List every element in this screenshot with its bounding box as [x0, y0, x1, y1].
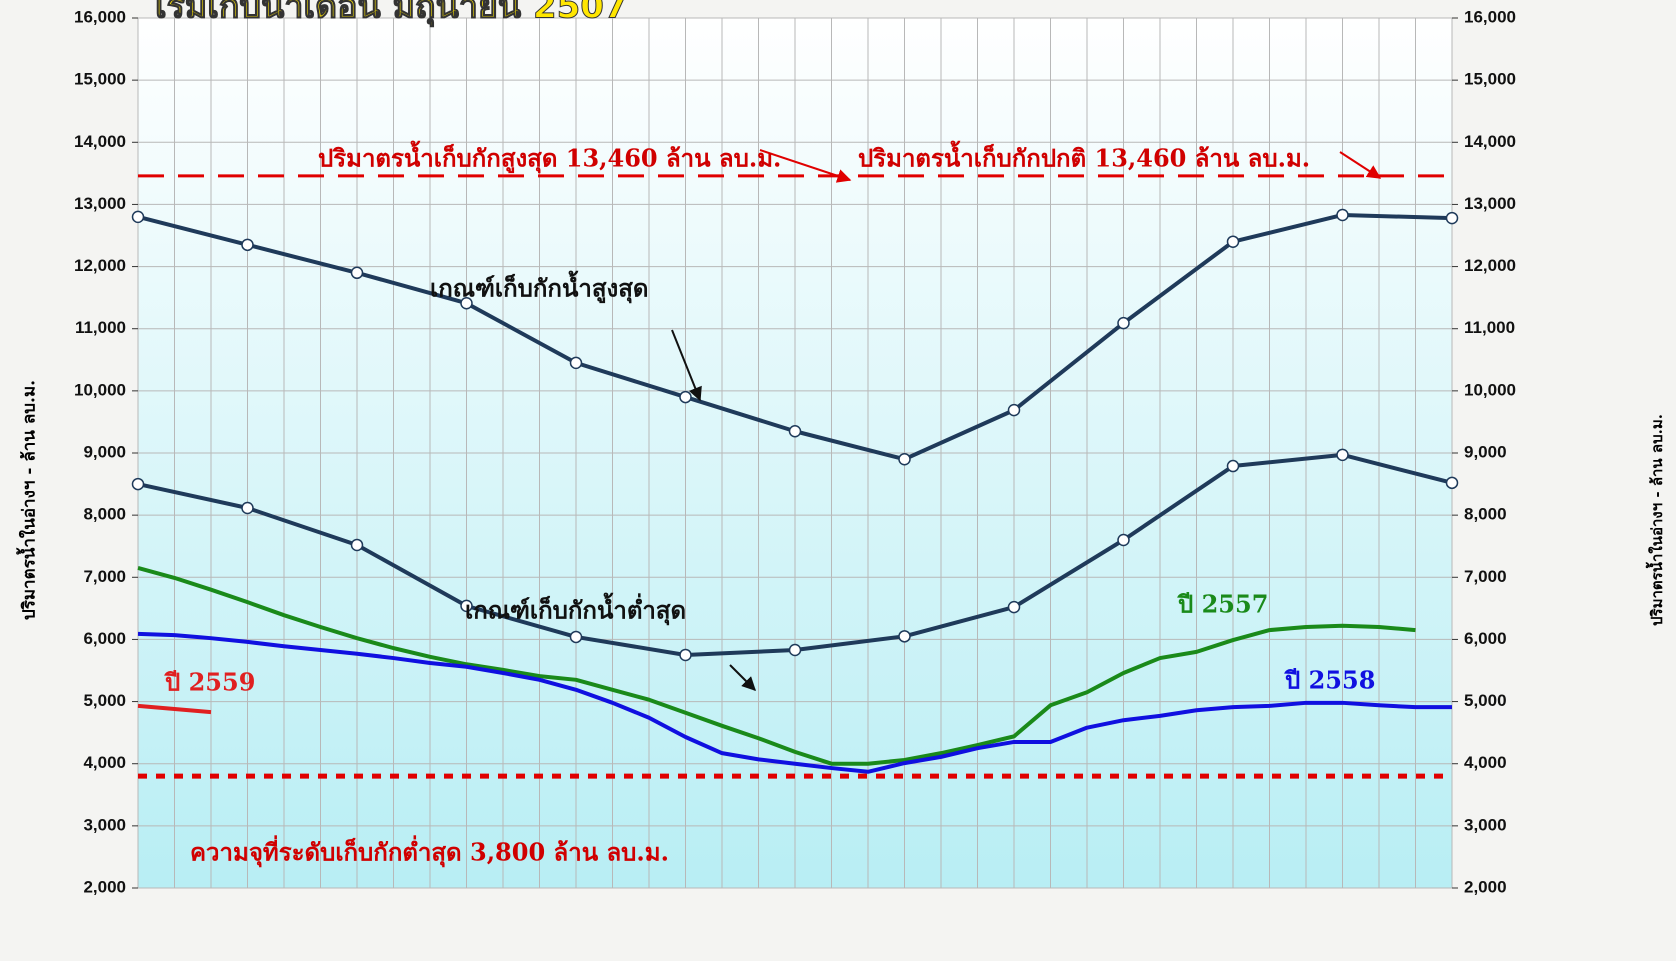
y2-tick-label: 6,000: [1464, 629, 1507, 648]
y-tick-label: 7,000: [83, 567, 126, 586]
point-marker: [1117, 533, 1130, 547]
point-marker: [460, 296, 473, 310]
y2-tick-label: 11,000: [1464, 318, 1515, 337]
annotation: ปริมาตรน้ำเก็บกักสูงสุด 13,460 ล้าน ลบ.ม…: [318, 140, 781, 175]
y2-tick-label: 13,000: [1464, 194, 1516, 213]
point-marker: [788, 425, 802, 438]
point-marker: [679, 390, 692, 404]
point-marker: [569, 630, 583, 644]
y-tick-label: 16,000: [74, 7, 126, 26]
point-marker: [350, 538, 364, 552]
y2-tick-label: 14,000: [1464, 132, 1516, 151]
y-tick-label: 14,000: [74, 132, 126, 151]
point-marker: [898, 452, 911, 466]
series-line: [137, 703, 212, 715]
y-tick-label: 2,000: [83, 877, 126, 896]
point-marker: [131, 477, 145, 491]
point-marker: [1226, 235, 1240, 248]
point-marker: [898, 630, 911, 643]
y-tick-label: 13,000: [74, 194, 126, 213]
y-tick-label: 6,000: [83, 629, 126, 648]
y-tick-label: 4,000: [83, 753, 126, 772]
annotation-arrow: [729, 664, 756, 691]
point-marker: [1007, 600, 1021, 614]
series-label: เกณฑ์เก็บกักน้ำต่ำสุด: [465, 592, 686, 627]
y2-axis-label: ปริมาตรน้ำในอ่างฯ - ล้าน ลบ.ม.: [1645, 414, 1666, 626]
y2-tick-label: 3,000: [1464, 815, 1507, 834]
annotation: ปริมาตรน้ำเก็บกักปกติ 13,460 ล้าน ลบ.ม.: [858, 140, 1310, 173]
y-tick-label: 11,000: [75, 318, 126, 337]
point-marker: [241, 501, 254, 515]
point-marker: [1226, 459, 1240, 473]
point-marker: [1117, 316, 1130, 330]
series-label: ปี 2559: [164, 668, 256, 697]
point-marker: [1445, 476, 1459, 490]
series-label: ปี 2557: [1177, 590, 1269, 619]
y2-tick-label: 2,000: [1464, 877, 1507, 896]
point-marker: [569, 356, 583, 370]
point-marker: [679, 648, 692, 662]
series-line: [137, 566, 1416, 766]
point-marker: [1007, 403, 1021, 417]
y-tick-label: 12,000: [74, 256, 126, 275]
annotation-arrow: [759, 149, 852, 183]
y2-tick-label: 4,000: [1464, 753, 1507, 772]
point-marker: [1445, 211, 1459, 225]
y-tick-label: 15,000: [74, 70, 126, 89]
y2-tick-label: 15,000: [1464, 70, 1516, 89]
point-marker: [788, 643, 802, 657]
series-line: [137, 631, 1452, 774]
annotation: ความจุที่ระดับเก็บกักต่ำสุด 3,800 ล้าน ล…: [190, 835, 669, 869]
chart-title: เริ่มเก็บน้ำเดือน มิถุนายน 2507: [155, 0, 628, 28]
point-marker: [350, 266, 364, 280]
point-marker: [1336, 208, 1349, 222]
y2-tick-label: 8,000: [1464, 505, 1507, 524]
y-tick-label: 9,000: [83, 442, 126, 461]
y2-tick-label: 10,000: [1464, 380, 1516, 399]
y2-tick-label: 7,000: [1464, 567, 1507, 586]
annotation-arrow: [671, 329, 702, 402]
annotation-arrow: [1339, 151, 1382, 179]
point-marker: [131, 210, 145, 224]
series-label: เกณฑ์เก็บกักน้ำสูงสุด: [430, 270, 648, 305]
y2-tick-label: 16,000: [1464, 7, 1516, 26]
y-tick-label: 3,000: [83, 815, 126, 834]
y2-tick-label: 5,000: [1464, 691, 1507, 710]
point-marker: [460, 599, 473, 613]
y-tick-label: 5,000: [83, 691, 126, 710]
y-tick-label: 8,000: [83, 505, 126, 524]
point-marker: [241, 238, 254, 252]
marks: เกณฑ์เก็บกักน้ำสูงสุดเกณฑ์เก็บกักน้ำต่ำส…: [131, 174, 1459, 779]
y-tick-label: 10,000: [74, 380, 126, 399]
y-axis-label: ปริมาตรน้ำในอ่างฯ - ล้าน ลบ.ม.: [16, 380, 40, 620]
y2-tick-label: 9,000: [1464, 442, 1507, 461]
series-label: ปี 2558: [1284, 666, 1376, 695]
point-marker: [1336, 448, 1349, 462]
y2-tick-label: 12,000: [1464, 256, 1516, 275]
